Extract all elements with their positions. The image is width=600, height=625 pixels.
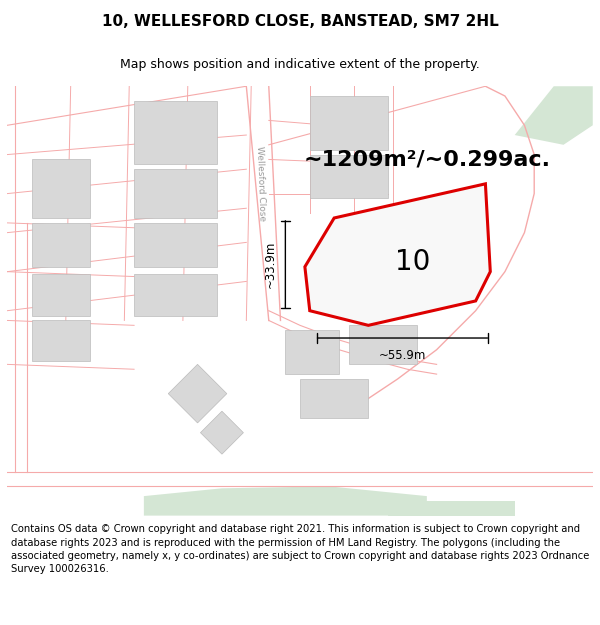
Polygon shape	[32, 321, 90, 361]
Polygon shape	[305, 184, 490, 326]
Polygon shape	[286, 330, 339, 374]
Polygon shape	[310, 154, 388, 199]
Text: Map shows position and indicative extent of the property.: Map shows position and indicative extent…	[120, 58, 480, 71]
Polygon shape	[349, 326, 417, 364]
Text: Wellesford Close: Wellesford Close	[255, 146, 267, 221]
Polygon shape	[32, 274, 90, 316]
Polygon shape	[134, 169, 217, 218]
Polygon shape	[310, 96, 388, 149]
Polygon shape	[417, 281, 456, 306]
Text: 10: 10	[395, 248, 430, 276]
Polygon shape	[134, 274, 217, 316]
Polygon shape	[515, 86, 593, 145]
Text: ~55.9m: ~55.9m	[379, 349, 426, 362]
Polygon shape	[134, 101, 217, 164]
Text: ~1209m²/~0.299ac.: ~1209m²/~0.299ac.	[304, 149, 550, 169]
Polygon shape	[32, 223, 90, 267]
Polygon shape	[310, 213, 398, 262]
Polygon shape	[200, 411, 244, 454]
Text: 10, WELLESFORD CLOSE, BANSTEAD, SM7 2HL: 10, WELLESFORD CLOSE, BANSTEAD, SM7 2HL	[101, 14, 499, 29]
Polygon shape	[168, 364, 227, 423]
Polygon shape	[388, 501, 515, 516]
Polygon shape	[134, 223, 217, 267]
Polygon shape	[144, 486, 427, 516]
Text: Contains OS data © Crown copyright and database right 2021. This information is : Contains OS data © Crown copyright and d…	[11, 524, 589, 574]
Polygon shape	[32, 159, 90, 218]
Text: ~33.9m: ~33.9m	[264, 241, 277, 288]
Polygon shape	[300, 379, 368, 418]
